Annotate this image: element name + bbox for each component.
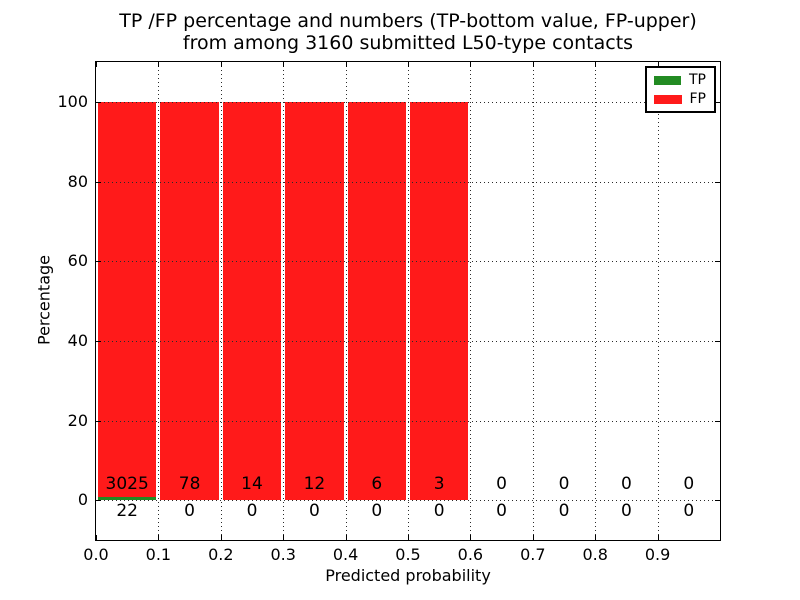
bar-segment-fp-0: [97, 101, 158, 498]
tp-count-label: 0: [558, 501, 570, 521]
tp-count-label: 0: [496, 501, 507, 521]
fp-count-label: 0: [620, 474, 632, 494]
legend-label-fp: FP: [689, 91, 707, 107]
x-tick-mark: [220, 535, 222, 540]
x-tick-mark-top: [532, 62, 534, 67]
y-tick-mark: [96, 181, 101, 183]
fp-count-label: 0: [683, 474, 695, 494]
x-axis-label: Predicted probability: [325, 566, 491, 585]
y-tick-mark: [96, 500, 101, 502]
legend-entry-fp: FP: [654, 92, 706, 107]
y-tick-label: 100: [57, 91, 88, 111]
x-tick-label: 0.6: [457, 545, 484, 564]
tp-count-label: 0: [184, 501, 195, 521]
x-tick-mark: [470, 535, 472, 540]
fp-count-label: 12: [303, 474, 326, 494]
x-tick-mark-top: [470, 62, 472, 67]
x-tick-mark-top: [595, 62, 597, 67]
x-tick-mark: [283, 535, 285, 540]
fp-count-label: 78: [178, 474, 201, 494]
fp-count-label: 0: [496, 474, 507, 494]
y-tick-label: 80: [67, 171, 88, 191]
x-tick-mark-top: [283, 62, 285, 67]
x-tick-mark: [657, 535, 659, 540]
fp-swatch-icon: [654, 95, 682, 104]
x-tick-mark: [96, 535, 97, 540]
v-gridline: [158, 62, 160, 540]
y-tick-mark-right: [715, 181, 720, 183]
x-tick-label: 0.8: [582, 545, 608, 564]
y-tick-mark-right: [715, 420, 720, 422]
x-tick-mark-top: [657, 62, 659, 67]
legend-entry-tp: TP: [654, 73, 706, 88]
y-tick-label: 0: [77, 490, 88, 510]
bar-segment-fp-3: [284, 101, 345, 501]
tp-count-label: 0: [433, 501, 445, 521]
x-tick-mark: [595, 535, 597, 540]
x-tick-mark-top: [220, 62, 222, 67]
x-tick-label: 0.2: [208, 545, 234, 564]
x-tick-label: 0.1: [145, 545, 172, 564]
y-tick-label: 60: [67, 251, 88, 271]
y-tick-mark: [96, 420, 101, 422]
x-tick-mark: [532, 535, 534, 540]
legend: TP FP: [645, 66, 716, 113]
bar-segment-fp-5: [409, 101, 470, 501]
tp-count-label: 0: [246, 501, 258, 521]
legend-label-tp: TP: [689, 72, 706, 88]
y-tick-mark: [96, 261, 101, 263]
bar-segment-tp-0: [97, 497, 158, 501]
x-tick-label: 0.9: [644, 545, 671, 564]
v-gridline: [470, 62, 472, 540]
x-tick-mark: [345, 535, 347, 540]
v-gridline: [595, 62, 597, 540]
x-tick-label: 0.7: [520, 545, 546, 564]
x-tick-label: 0.4: [332, 545, 359, 564]
fp-count-label: 3025: [105, 474, 149, 494]
x-tick-mark-top: [158, 62, 160, 67]
tp-count-label: 0: [620, 501, 632, 521]
y-tick-mark: [96, 101, 101, 103]
bar-segment-fp-1: [159, 101, 220, 501]
fp-count-label: 0: [558, 474, 570, 494]
x-tick-mark-top: [345, 62, 347, 67]
chart-title-line1: TP /FP percentage and numbers (TP-bottom…: [119, 10, 697, 32]
fp-count-label: 3: [433, 474, 445, 494]
x-tick-mark-top: [96, 62, 97, 67]
bar-segment-fp-4: [346, 101, 407, 501]
tp-count-label: 0: [683, 501, 695, 521]
y-tick-mark-right: [715, 101, 720, 103]
fp-count-label: 14: [241, 474, 263, 494]
x-tick-mark-top: [408, 62, 409, 67]
y-tick-mark-right: [715, 500, 720, 502]
v-gridline: [283, 62, 285, 540]
v-gridline: [408, 62, 409, 540]
y-tick-label: 20: [67, 410, 88, 430]
x-tick-mark: [408, 535, 409, 540]
bar-segment-fp-2: [221, 101, 283, 501]
tp-count-label: 22: [116, 501, 138, 521]
tp-swatch-icon: [654, 76, 681, 85]
tp-count-label: 0: [371, 501, 383, 521]
x-tick-mark: [158, 535, 160, 540]
y-tick-label: 40: [67, 330, 88, 350]
x-tick-label: 0.5: [395, 545, 421, 564]
fp-count-label: 6: [371, 474, 383, 494]
v-gridline: [220, 62, 222, 540]
y-tick-mark: [96, 340, 101, 342]
y-tick-mark-right: [715, 340, 720, 342]
v-gridline: [657, 62, 659, 540]
v-gridline: [345, 62, 347, 540]
x-tick-label: 0.0: [83, 545, 109, 564]
tp-count-label: 0: [308, 501, 320, 521]
v-gridline: [532, 62, 534, 540]
y-tick-mark-right: [715, 261, 720, 263]
chart-title-line2: from among 3160 submitted L50-type conta…: [182, 32, 634, 54]
x-tick-label: 0.3: [270, 545, 296, 564]
